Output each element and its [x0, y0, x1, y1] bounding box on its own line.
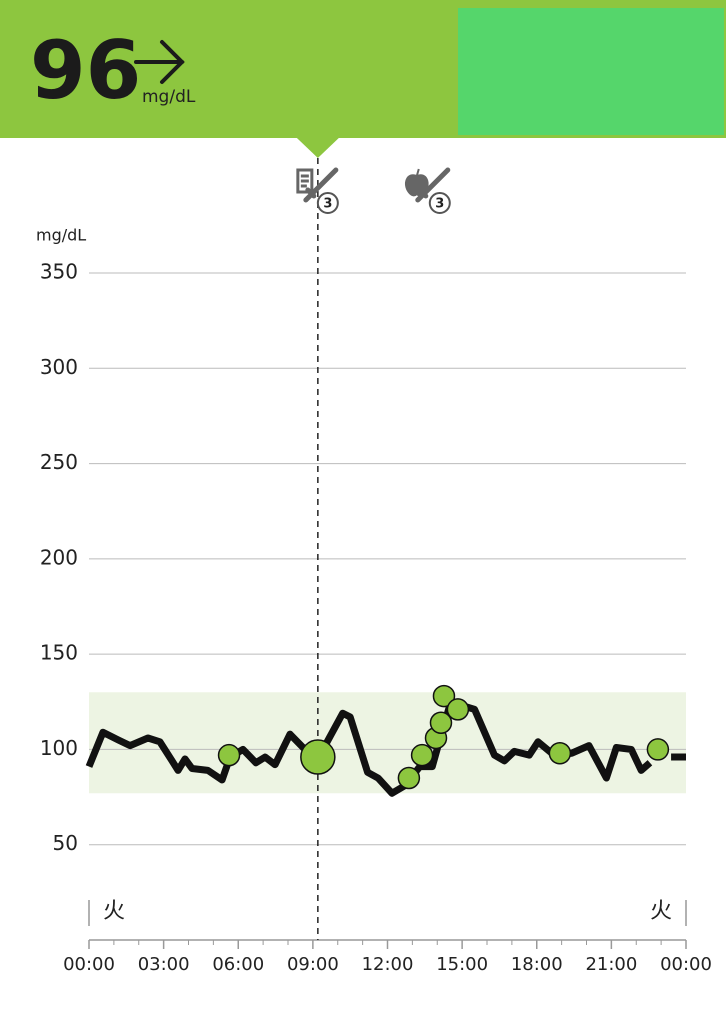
- x-tick-label: 15:00: [436, 954, 488, 975]
- day-label: 火: [650, 899, 672, 924]
- scan-point: [646, 738, 670, 761]
- x-tick-label: 00:00: [63, 954, 115, 975]
- x-tick-label: 18:00: [511, 954, 563, 975]
- syringe-icon: [303, 167, 339, 203]
- event-count: 3: [323, 197, 332, 212]
- x-tick-label: 21:00: [585, 954, 637, 975]
- x-tick-label: 03:00: [138, 954, 190, 975]
- apple-icon: [405, 168, 429, 197]
- event-badge: [428, 192, 451, 214]
- event-count: 3: [435, 197, 444, 212]
- scan-point: [548, 741, 572, 765]
- y-tick-label: 150: [40, 641, 78, 665]
- y-tick-label: 300: [40, 355, 78, 379]
- event-icon: 3: [296, 167, 339, 214]
- scan-point: [410, 743, 434, 767]
- event-icon: 3: [405, 167, 451, 214]
- y-tick-label: 50: [53, 831, 78, 855]
- scan-point: [429, 711, 453, 734]
- y-tick-label: 250: [40, 450, 78, 474]
- glucose-unit: mg/dL: [142, 87, 196, 107]
- syringe-icon: [415, 167, 451, 203]
- current-reading: [300, 739, 336, 775]
- header-pointer: [295, 137, 340, 158]
- glucose-value: 96: [30, 24, 141, 117]
- target-range: [89, 692, 686, 794]
- event-badge: [316, 192, 339, 214]
- status-panel: [458, 8, 724, 135]
- day-label: 火: [103, 899, 125, 924]
- x-tick-label: 00:00: [660, 954, 712, 975]
- y-tick-label: 350: [40, 260, 78, 284]
- trend-arrow: [134, 40, 185, 84]
- scan-point: [446, 698, 470, 721]
- glucose-line: [85, 702, 686, 797]
- scan-point: [217, 743, 241, 767]
- scan-point: [432, 684, 456, 708]
- x-tick-label: 06:00: [212, 954, 264, 975]
- scan-point: [397, 766, 421, 790]
- y-tick-label: 100: [40, 736, 78, 760]
- x-tick-label: 12:00: [362, 954, 414, 975]
- y-axis-label: mg/dL: [36, 226, 86, 245]
- x-tick-label: 09:00: [287, 954, 339, 975]
- y-tick-label: 200: [40, 545, 78, 569]
